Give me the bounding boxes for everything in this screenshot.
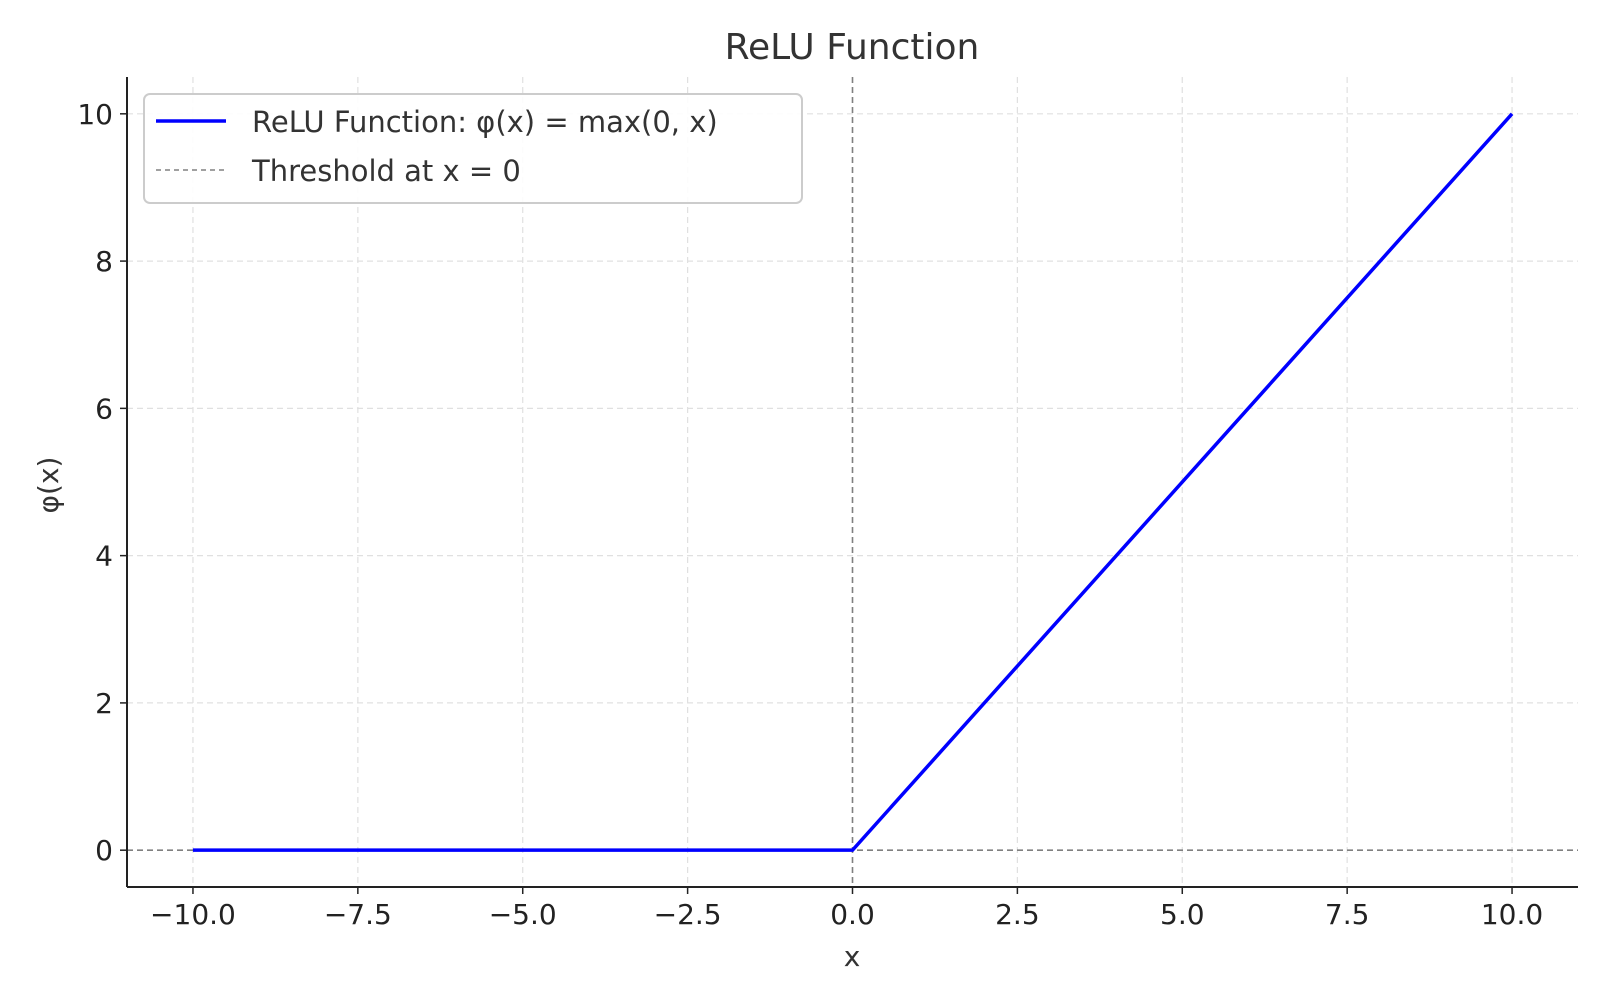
x-tick-label-7: 7.5 bbox=[1325, 898, 1370, 931]
legend-box bbox=[143, 93, 803, 204]
relu-series-line bbox=[192, 112, 1514, 852]
x-tick-label-4: 0.0 bbox=[830, 898, 875, 931]
x-tick-label-2: −5.0 bbox=[489, 898, 557, 931]
x-tick-label-0: −10.0 bbox=[150, 898, 236, 931]
y-tick-label-5: 10 bbox=[77, 98, 113, 131]
legend: ReLU Function: φ(x) = max(0, x) Threshol… bbox=[143, 93, 803, 204]
chart-title: ReLU Function bbox=[725, 27, 980, 68]
legend-label-relu: ReLU Function: φ(x) = max(0, x) bbox=[252, 105, 718, 139]
x-tick-label-6: 5.0 bbox=[1160, 898, 1205, 931]
x-tick-label-8: 10.0 bbox=[1481, 898, 1543, 931]
y-tick-label-3: 6 bbox=[95, 392, 113, 425]
x-tick-label-1: −7.5 bbox=[324, 898, 392, 931]
series-layer bbox=[192, 112, 1514, 852]
y-axis-label: φ(x) bbox=[32, 457, 65, 514]
y-tick-label-2: 4 bbox=[95, 540, 113, 573]
x-tick-label-5: 2.5 bbox=[995, 898, 1040, 931]
y-tick-label-0: 0 bbox=[95, 834, 113, 867]
x-axis-label: x bbox=[844, 940, 861, 973]
ticks: −10.0 −7.5 −5.0 −2.5 0.0 2.5 5.0 7.5 10.0 0 2 4 6 8 10 bbox=[77, 98, 1543, 931]
legend-label-threshold: Threshold at x = 0 bbox=[251, 154, 521, 188]
y-tick-label-4: 8 bbox=[95, 245, 113, 278]
y-tick-label-1: 2 bbox=[95, 687, 113, 720]
x-tick-label-3: −2.5 bbox=[654, 898, 722, 931]
